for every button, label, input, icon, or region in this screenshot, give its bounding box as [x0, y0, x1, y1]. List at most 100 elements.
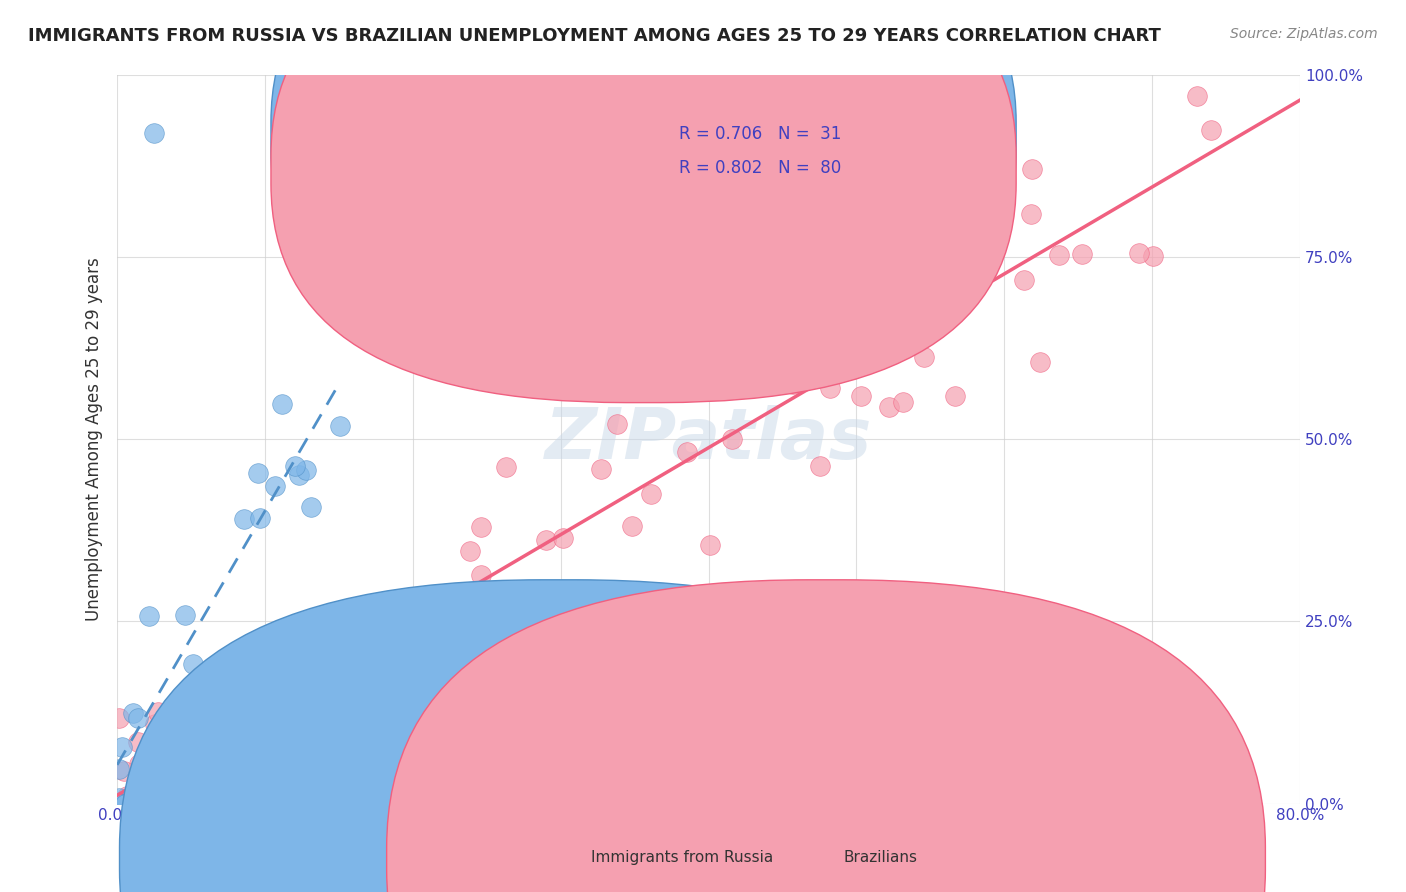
Point: [194, 764, 217, 778]
Point: [148, 705, 170, 719]
Point: [107, 791, 129, 805]
Point: [470, 520, 492, 534]
Point: [107, 797, 129, 811]
Point: [143, 743, 166, 757]
Point: [973, 267, 995, 281]
Point: [233, 512, 256, 526]
FancyBboxPatch shape: [271, 0, 1017, 370]
Point: [897, 239, 920, 253]
Point: [523, 591, 546, 605]
Point: [464, 698, 486, 713]
Point: [174, 607, 197, 622]
Point: [849, 389, 872, 403]
Point: [134, 797, 156, 811]
Point: [515, 663, 537, 677]
Point: [141, 797, 163, 811]
Point: [271, 692, 294, 706]
Point: [132, 769, 155, 783]
Point: [135, 762, 157, 776]
Point: [287, 467, 309, 482]
Point: [699, 538, 721, 552]
Point: [150, 794, 173, 808]
Point: [939, 269, 962, 284]
Text: ZIPatlas: ZIPatlas: [546, 405, 872, 474]
Point: [138, 740, 160, 755]
Point: [121, 797, 143, 811]
Point: [731, 381, 754, 395]
Point: [734, 308, 756, 322]
Point: [856, 289, 879, 303]
Point: [589, 462, 612, 476]
Point: [132, 775, 155, 789]
Point: [112, 764, 135, 779]
Point: [128, 788, 150, 802]
Y-axis label: Unemployment Among Ages 25 to 29 years: Unemployment Among Ages 25 to 29 years: [86, 257, 103, 621]
Point: [127, 711, 149, 725]
Point: [536, 533, 558, 547]
Point: [349, 624, 371, 638]
Point: [749, 310, 772, 324]
FancyBboxPatch shape: [602, 103, 886, 206]
Point: [458, 544, 481, 558]
Point: [1012, 273, 1035, 287]
Point: [782, 377, 804, 392]
Point: [553, 532, 575, 546]
FancyBboxPatch shape: [271, 0, 1017, 402]
Point: [107, 797, 129, 811]
Point: [107, 711, 129, 725]
Point: [354, 610, 377, 624]
Point: [1021, 161, 1043, 176]
Point: [1019, 207, 1042, 221]
Point: [131, 797, 153, 811]
Text: Immigrants from Russia: Immigrants from Russia: [591, 850, 773, 865]
Point: [912, 350, 935, 364]
Text: R = 0.706   N =  31: R = 0.706 N = 31: [679, 125, 841, 144]
Point: [111, 797, 134, 811]
Point: [115, 789, 138, 803]
Point: [1071, 246, 1094, 260]
Point: [945, 389, 967, 403]
Point: [162, 707, 184, 722]
Text: IMMIGRANTS FROM RUSSIA VS BRAZILIAN UNEMPLOYMENT AMONG AGES 25 TO 29 YEARS CORRE: IMMIGRANTS FROM RUSSIA VS BRAZILIAN UNEM…: [28, 27, 1161, 45]
Point: [181, 657, 204, 671]
Point: [1199, 123, 1222, 137]
Point: [136, 752, 159, 766]
Point: [495, 460, 517, 475]
Point: [621, 519, 644, 533]
Point: [173, 770, 195, 784]
Point: [264, 479, 287, 493]
Point: [111, 797, 134, 811]
Point: [108, 762, 131, 776]
Point: [143, 716, 166, 731]
Point: [110, 797, 132, 811]
Point: [294, 463, 316, 477]
Point: [156, 797, 179, 811]
Point: [606, 417, 628, 431]
Point: [114, 797, 136, 811]
Point: [883, 271, 905, 285]
Point: [1128, 245, 1150, 260]
Point: [143, 126, 166, 140]
Point: [135, 797, 157, 811]
Point: [862, 329, 884, 343]
Point: [820, 381, 842, 395]
Point: [162, 720, 184, 734]
Point: [299, 500, 322, 515]
Text: Brazilians: Brazilians: [844, 850, 918, 865]
Point: [782, 343, 804, 357]
Point: [470, 568, 492, 582]
Point: [127, 734, 149, 748]
Point: [122, 706, 145, 720]
Point: [246, 466, 269, 480]
Text: R = 0.802   N =  80: R = 0.802 N = 80: [679, 159, 841, 177]
Point: [825, 322, 848, 336]
Point: [172, 797, 194, 811]
Text: Source: ZipAtlas.com: Source: ZipAtlas.com: [1230, 27, 1378, 41]
Point: [160, 732, 183, 747]
Point: [284, 459, 307, 474]
Point: [270, 397, 292, 411]
Point: [1028, 355, 1050, 369]
Point: [120, 797, 142, 811]
Point: [150, 762, 173, 776]
Point: [1047, 248, 1070, 262]
